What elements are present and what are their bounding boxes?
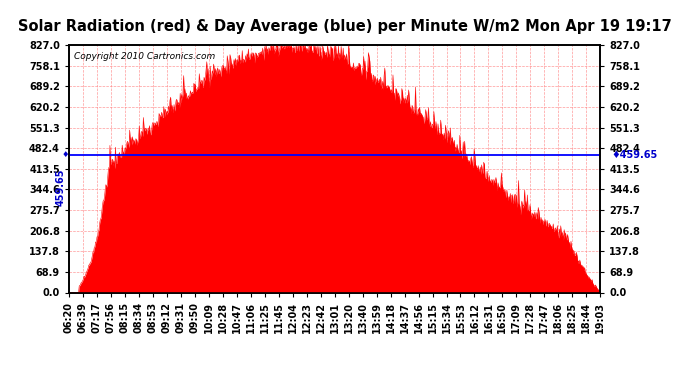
Text: ♦: ♦ bbox=[61, 150, 69, 159]
Text: Solar Radiation (red) & Day Average (blue) per Minute W/m2 Mon Apr 19 19:17: Solar Radiation (red) & Day Average (blu… bbox=[18, 19, 672, 34]
Text: 459.65: 459.65 bbox=[56, 169, 66, 206]
Text: ♦459.65: ♦459.65 bbox=[611, 150, 657, 160]
Text: Copyright 2010 Cartronics.com: Copyright 2010 Cartronics.com bbox=[75, 53, 215, 62]
